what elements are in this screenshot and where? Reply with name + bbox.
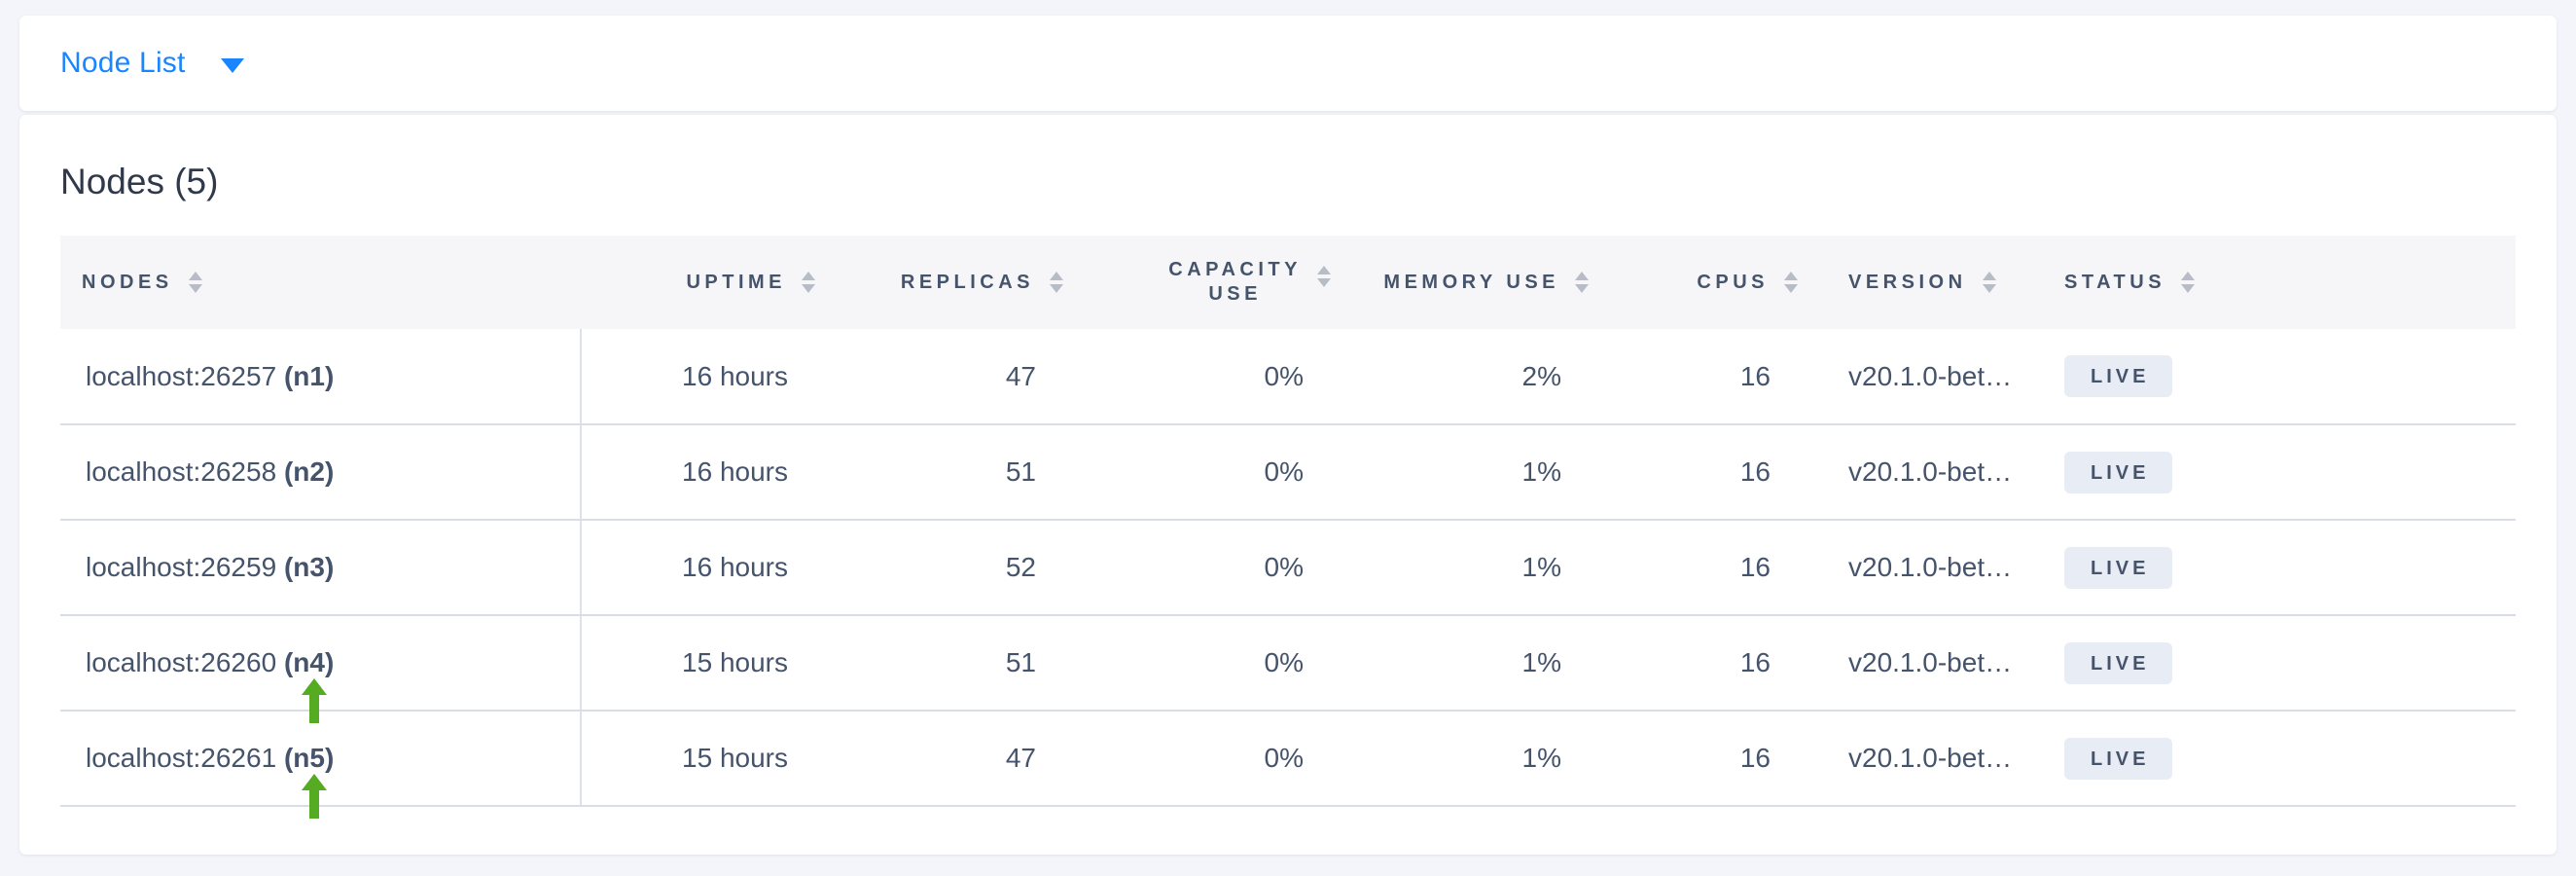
green-up-arrow-icon <box>302 678 327 723</box>
status-badge: LIVE <box>2064 641 2173 684</box>
version-cell: v20.1.0-bet… <box>1819 615 2043 712</box>
cpus-cell: 16 <box>1610 615 1819 712</box>
column-header-nodes[interactable]: NODES <box>60 236 581 329</box>
node-id: (n2) <box>283 456 335 487</box>
column-header-memory-use[interactable]: MEMORY USE <box>1352 236 1610 329</box>
status-cell: LIVE <box>2043 615 2516 712</box>
uptime-cell: 16 hours <box>581 424 837 521</box>
cpus-cell: 16 <box>1610 329 1819 425</box>
sort-icon <box>1784 272 1798 293</box>
memory-use-cell: 1% <box>1352 424 1610 521</box>
node-id: (n4) <box>283 647 335 677</box>
column-header-capacity-use[interactable]: CAPACITY USE <box>1085 236 1352 329</box>
memory-use-cell: 1% <box>1352 520 1610 616</box>
nodes-card: Nodes (5) NODES UPTIME <box>19 115 2557 855</box>
status-cell: LIVE <box>2043 424 2516 521</box>
node-address-cell: localhost:26257 (n1) <box>60 329 582 425</box>
capacity-use-cell: 0% <box>1085 329 1352 425</box>
node-address: localhost:26257 <box>86 360 284 391</box>
top-nav-bar: Node List <box>19 16 2557 111</box>
uptime-cell: 15 hours <box>581 711 837 807</box>
capacity-use-cell: 0% <box>1085 424 1352 521</box>
node-address: localhost:26261 <box>86 743 284 773</box>
capacity-use-cell: 0% <box>1085 615 1352 712</box>
node-address-cell: localhost:26258 (n2) <box>60 424 582 521</box>
cpus-cell: 16 <box>1610 520 1819 616</box>
nodes-table-body: localhost:26257 (n1) 16 hours 47 0% 2% 16 v20.… <box>60 329 2516 819</box>
memory-use-cell: 1% <box>1352 711 1610 807</box>
replicas-cell: 52 <box>837 520 1085 616</box>
node-address-cell: localhost:26260 (n4) <box>60 615 582 723</box>
status-cell: LIVE <box>2043 329 2516 425</box>
node-id: (n3) <box>283 552 335 582</box>
column-header-version[interactable]: VERSION <box>1819 236 2043 329</box>
replicas-cell: 47 <box>837 329 1085 425</box>
status-badge: LIVE <box>2064 737 2173 780</box>
sort-icon <box>1575 272 1589 293</box>
replicas-cell: 51 <box>837 615 1085 712</box>
cpus-cell: 16 <box>1610 424 1819 521</box>
green-up-arrow-icon <box>302 774 327 819</box>
uptime-cell: 16 hours <box>581 329 837 425</box>
node-list-dropdown-label: Node List <box>60 47 186 79</box>
status-cell: LIVE <box>2043 711 2516 807</box>
uptime-cell: 16 hours <box>581 520 837 616</box>
caret-down-icon <box>220 57 244 73</box>
node-id: (n1) <box>283 360 335 391</box>
version-cell: v20.1.0-bet… <box>1819 424 2043 521</box>
sort-icon <box>1982 272 1996 293</box>
sort-icon <box>2181 272 2196 293</box>
status-badge: LIVE <box>2064 355 2173 397</box>
table-row: localhost:26260 (n4) 15 hours 51 0% 1% 16 v20.… <box>60 615 2516 723</box>
column-header-status[interactable]: STATUS <box>2043 236 2516 329</box>
memory-use-cell: 2% <box>1352 329 1610 425</box>
table-row: localhost:26261 (n5) 15 hours 47 0% 1% 16 v20.… <box>60 711 2516 819</box>
status-badge: LIVE <box>2064 546 2173 589</box>
nodes-table-header: NODES UPTIME REPLICAS <box>60 236 2516 329</box>
column-header-uptime[interactable]: UPTIME <box>581 236 837 329</box>
table-row: localhost:26258 (n2) 16 hours 51 0% 1% 16 v20.… <box>60 424 2516 521</box>
table-row: localhost:26259 (n3) 16 hours 52 0% 1% 16 v20.… <box>60 520 2516 616</box>
status-badge: LIVE <box>2064 451 2173 493</box>
cpus-cell: 16 <box>1610 711 1819 807</box>
version-cell: v20.1.0-bet… <box>1819 520 2043 616</box>
uptime-cell: 15 hours <box>581 615 837 712</box>
page-title: Nodes (5) <box>60 162 219 201</box>
capacity-use-cell: 0% <box>1085 520 1352 616</box>
version-cell: v20.1.0-bet… <box>1819 329 2043 425</box>
status-cell: LIVE <box>2043 520 2516 616</box>
node-address: localhost:26258 <box>86 456 284 487</box>
node-address-cell: localhost:26259 (n3) <box>60 520 582 616</box>
node-address: localhost:26260 <box>86 647 284 677</box>
nodes-table: NODES UPTIME REPLICAS <box>60 236 2516 819</box>
table-row: localhost:26257 (n1) 16 hours 47 0% 2% 16 v20.… <box>60 329 2516 425</box>
node-address-cell: localhost:26261 (n5) <box>60 711 582 819</box>
replicas-cell: 51 <box>837 424 1085 521</box>
sort-icon <box>802 272 815 293</box>
version-cell: v20.1.0-bet… <box>1819 711 2043 807</box>
sort-icon <box>188 272 202 293</box>
column-header-cpus[interactable]: CPUS <box>1610 236 1819 329</box>
capacity-use-cell: 0% <box>1085 711 1352 807</box>
replicas-cell: 47 <box>837 711 1085 807</box>
sort-icon <box>1317 266 1331 287</box>
page-wrapper: Node List Nodes (5) NODES <box>19 16 2557 855</box>
sort-icon <box>1050 272 1063 293</box>
node-id: (n5) <box>283 743 335 773</box>
column-header-replicas[interactable]: REPLICAS <box>837 236 1085 329</box>
node-list-dropdown[interactable]: Node List <box>60 47 244 80</box>
memory-use-cell: 1% <box>1352 615 1610 712</box>
node-address: localhost:26259 <box>86 552 284 582</box>
